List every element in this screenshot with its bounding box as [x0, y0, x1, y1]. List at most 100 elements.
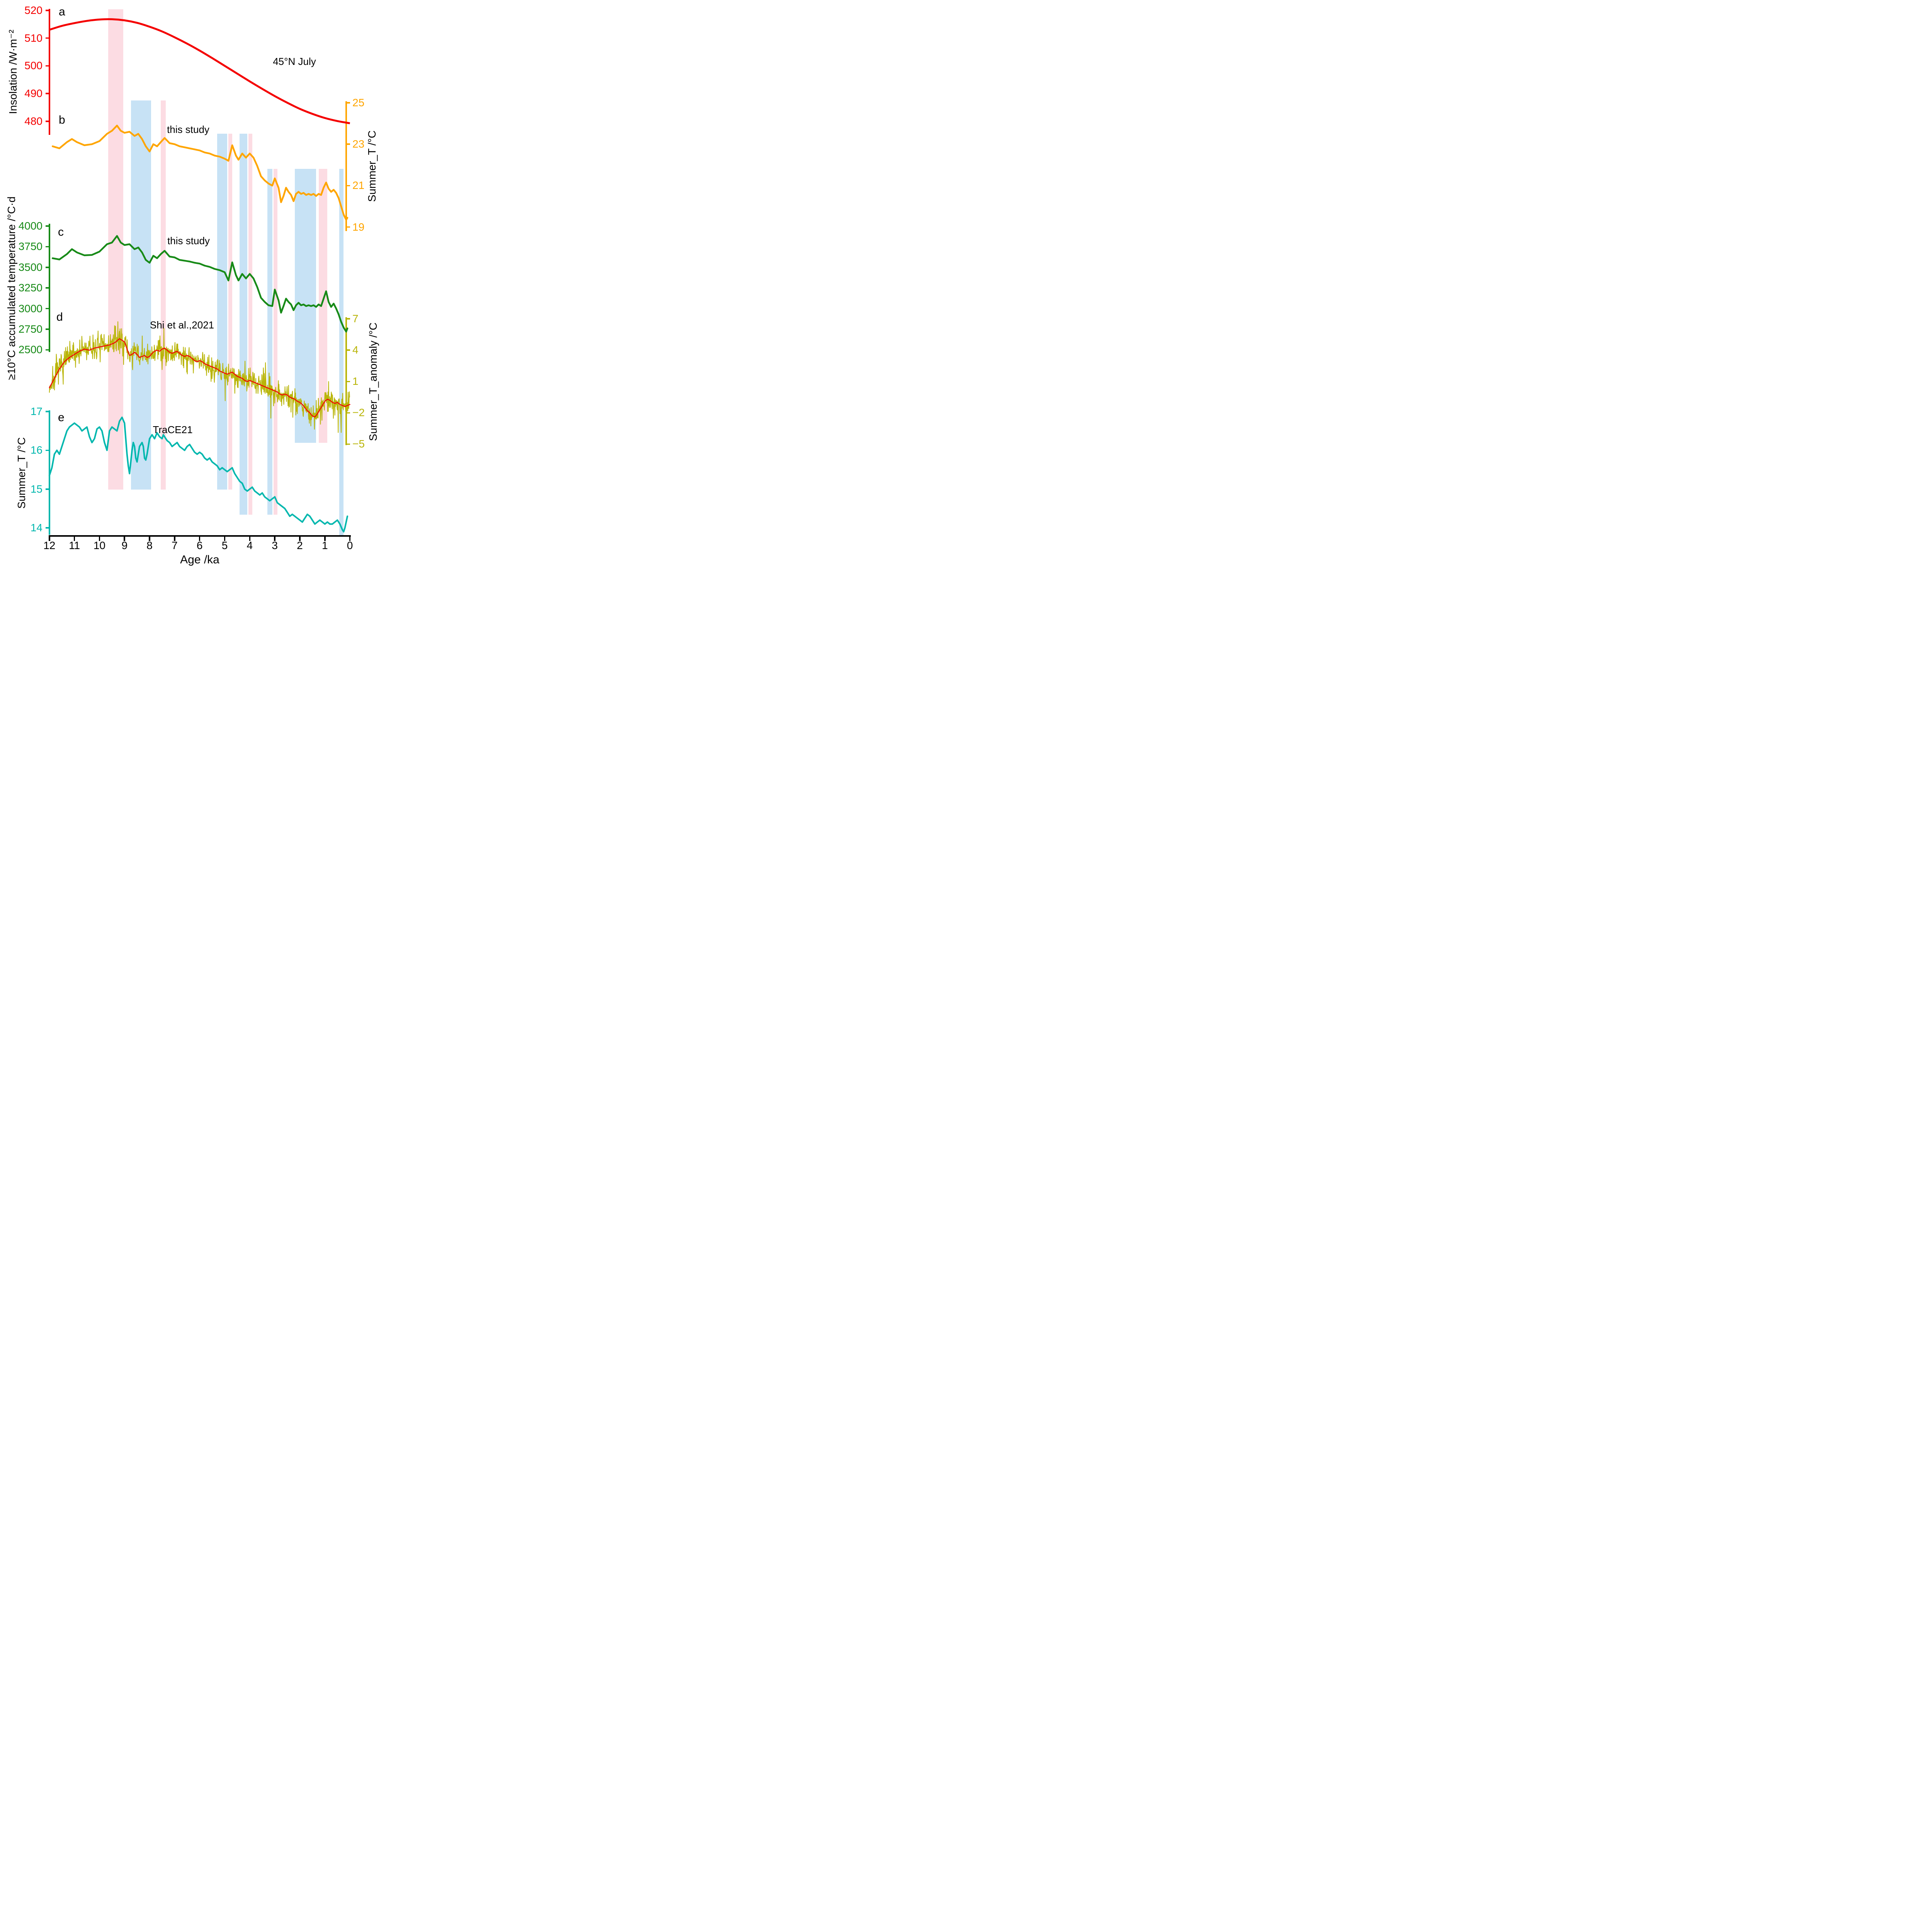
y-tick-label-summer_t-25: 25 [352, 97, 365, 109]
y-tick-label-accum_t-3000: 3000 [18, 302, 43, 315]
y-tick-label-accum_t-4000: 4000 [18, 220, 43, 232]
y-tick-summer_t-21 [346, 185, 350, 187]
y-tick-accum_t-2500 [46, 349, 49, 351]
x-tick-11 [73, 537, 75, 541]
x-tick-label-6: 6 [196, 539, 203, 551]
highlight-band-pink-1.25ka [318, 169, 328, 443]
highlight-band-pink-4.85ka [228, 134, 232, 490]
x-tick-9 [124, 537, 126, 541]
y-tick-label-summer_t-21: 21 [352, 179, 365, 192]
y-tick-insolation-520 [46, 10, 49, 11]
y-tick-accum_t-3750 [46, 246, 49, 248]
y-tick-anomaly-−2 [346, 412, 350, 414]
y-tick-anomaly-4 [346, 349, 350, 351]
y-tick-label-insolation-520: 520 [24, 4, 43, 16]
y-tick-anomaly-7 [346, 318, 350, 320]
x-tick-label-7: 7 [172, 539, 178, 551]
x-tick-label-9: 9 [121, 539, 128, 551]
x-tick-label-12: 12 [43, 539, 56, 551]
y-tick-label-trace-15: 15 [30, 483, 43, 495]
x-tick-4 [249, 537, 251, 541]
y-tick-trace-15 [46, 488, 49, 490]
x-tick-label-1: 1 [321, 539, 328, 551]
annotation-shi-2021: Shi et al.,2021 [150, 319, 214, 331]
highlight-band-blue-3.3ka [267, 169, 272, 515]
summer-t-this-study-curve [51, 124, 349, 221]
y-tick-label-insolation-510: 510 [24, 32, 43, 44]
panel-letter-d: d [56, 311, 63, 323]
y-tick-summer_t-25 [346, 102, 350, 104]
x-tick-0 [349, 537, 351, 541]
y-tick-trace-17 [46, 411, 49, 412]
y-tick-insolation-510 [46, 37, 49, 39]
panel-letter-b: b [59, 114, 65, 126]
accumulated-temperature-curve [51, 235, 349, 333]
x-tick-label-5: 5 [221, 539, 228, 551]
y-tick-label-trace-14: 14 [30, 522, 43, 534]
y-tick-label-anomaly-4: 4 [352, 344, 359, 356]
y-tick-trace-14 [46, 527, 49, 529]
y-tick-trace-16 [46, 449, 49, 451]
x-tick-label-3: 3 [272, 539, 278, 551]
y-axis-line-insolation [49, 9, 50, 135]
panel-letter-a: a [59, 5, 65, 18]
x-axis-line [49, 535, 351, 537]
x-tick-7 [174, 537, 175, 541]
y-tick-label-anomaly-7: 7 [352, 313, 359, 325]
y-tick-label-insolation-480: 480 [24, 115, 43, 127]
anomaly-noisy-curve [49, 321, 350, 433]
x-tick-label-10: 10 [93, 539, 105, 551]
y-axis-label-trace: Summer_T /°C [15, 437, 27, 509]
y-tick-accum_t-3250 [46, 287, 49, 289]
y-tick-label-accum_t-3750: 3750 [18, 240, 43, 253]
y-tick-label-summer_t-19: 19 [352, 221, 365, 233]
y-axis-line-anomaly [345, 317, 347, 445]
panel-letter-c: c [58, 226, 64, 238]
y-tick-label-accum_t-2750: 2750 [18, 323, 43, 335]
y-tick-label-insolation-490: 490 [24, 87, 43, 100]
x-tick-label-2: 2 [297, 539, 303, 551]
x-tick-3 [274, 537, 275, 541]
annotation-this-study-b: this study [167, 124, 209, 135]
highlight-band-blue-5.3ka [217, 134, 227, 490]
x-tick-1 [324, 537, 326, 541]
insolation-curve [49, 18, 350, 124]
y-axis-label-insolation: Insolation /W·m⁻² [7, 29, 19, 114]
x-tick-10 [99, 537, 100, 541]
y-tick-label-anomaly-−5: −5 [352, 438, 365, 450]
y-tick-accum_t-3000 [46, 308, 49, 310]
anomaly-smoothed-curve [49, 338, 350, 418]
x-tick-label-11: 11 [69, 539, 80, 551]
y-tick-insolation-480 [46, 121, 49, 122]
y-axis-line-trace [49, 410, 50, 535]
highlight-band-blue-8.74ka [131, 100, 151, 490]
y-tick-anomaly-1 [346, 381, 350, 383]
y-tick-insolation-490 [46, 93, 49, 94]
y-tick-label-accum_t-2500: 2500 [18, 344, 43, 356]
x-tick-label-8: 8 [146, 539, 153, 551]
y-axis-label-anomaly: Summer_T_anomaly /°C [367, 322, 379, 441]
y-tick-accum_t-2750 [46, 328, 49, 330]
y-tick-label-accum_t-3500: 3500 [18, 261, 43, 273]
y-tick-label-anomaly-1: 1 [352, 375, 359, 388]
y-tick-label-trace-16: 16 [30, 444, 43, 456]
x-tick-label-0: 0 [347, 539, 353, 551]
x-tick-8 [149, 537, 150, 541]
y-tick-summer_t-19 [346, 226, 350, 228]
y-tick-label-summer_t-23: 23 [352, 138, 365, 150]
annotation-45n-july: 45°N July [273, 56, 316, 67]
highlight-band-pink-3.05ka [273, 169, 277, 515]
x-tick-6 [199, 537, 201, 541]
x-tick-2 [299, 537, 301, 541]
annotation-this-study-c: this study [167, 235, 210, 247]
highlight-band-pink-9.65ka [108, 9, 123, 490]
figure-canvas: 520 510 500 490 480 25 23 21 19 4000 3750 3500 3250 3… [0, 0, 384, 571]
x-tick-5 [224, 537, 226, 541]
y-axis-line-summer_t [345, 101, 347, 231]
annotation-trace21: TraCE21 [153, 424, 193, 435]
y-tick-label-anomaly-−2: −2 [352, 406, 365, 419]
y-axis-label-accum-t: ≥10°C accumulated temperature /°C·d [5, 196, 17, 380]
x-tick-12 [49, 537, 50, 541]
y-tick-label-insolation-500: 500 [24, 60, 43, 72]
panel-letter-e: e [58, 411, 65, 424]
